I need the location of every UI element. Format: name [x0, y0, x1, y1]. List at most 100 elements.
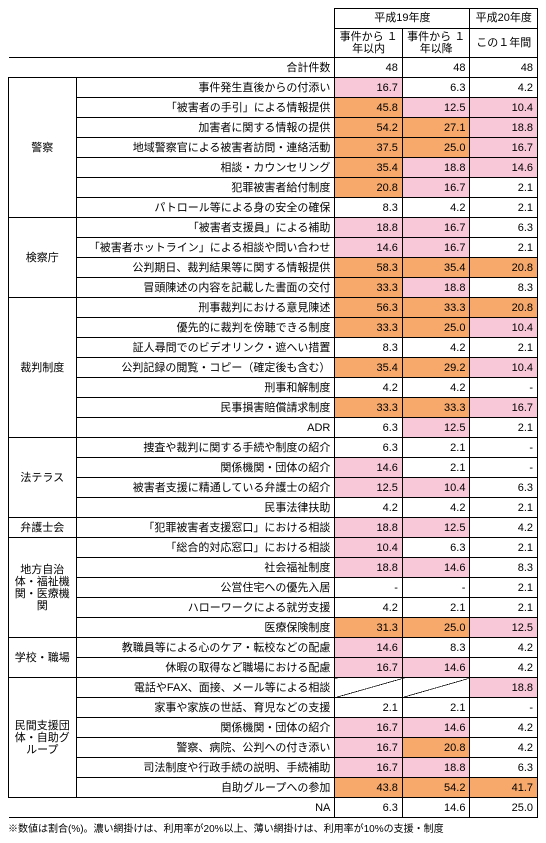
value-cell: 18.8 [402, 278, 470, 298]
table-row: 冒頭陳述の内容を記載した書面の交付33.318.88.3 [9, 278, 538, 298]
table-row: 「被害者の手引」による情報提供45.812.510.4 [9, 98, 538, 118]
row-label: 「総合的対応窓口」における相談 [76, 538, 335, 558]
value-cell: 4.2 [470, 738, 538, 758]
category-cell: 裁判制度 [9, 298, 77, 438]
table-row: ハローワークによる就労支援4.22.12.1 [9, 598, 538, 618]
value-cell: 2.1 [470, 198, 538, 218]
value-cell: 14.6 [335, 238, 403, 258]
value-cell: 16.7 [335, 658, 403, 678]
value-cell: 31.3 [335, 618, 403, 638]
value-cell: 2.1 [470, 418, 538, 438]
value-cell: 2.1 [470, 238, 538, 258]
value-cell: - [402, 578, 470, 598]
row-label: 優先的に裁判を傍聴できる制度 [76, 318, 335, 338]
row-label: 社会福祉制度 [76, 558, 335, 578]
value-cell: 6.3 [402, 538, 470, 558]
value-cell: 33.3 [402, 398, 470, 418]
value-cell: 6.3 [470, 478, 538, 498]
value-cell: 2.1 [470, 538, 538, 558]
value-cell: 6.3 [470, 218, 538, 238]
value-cell: 2.1 [470, 498, 538, 518]
category-cell: 学校・職場 [9, 638, 77, 678]
value-cell: 4.2 [335, 598, 403, 618]
value-cell: 20.8 [470, 258, 538, 278]
value-cell: 18.8 [470, 678, 538, 698]
value-cell: - [470, 378, 538, 398]
value-cell: 58.3 [335, 258, 403, 278]
value-cell: 25.0 [402, 618, 470, 638]
value-cell: 10.4 [470, 318, 538, 338]
table-row: 関係機関・団体の紹介16.714.64.2 [9, 718, 538, 738]
value-cell: 2.1 [402, 698, 470, 718]
row-label: 公判期日、裁判結果等に関する情報提供 [76, 258, 335, 278]
table-row: 公判記録の閲覧・コピー（確定後も含む）35.429.210.4 [9, 358, 538, 378]
value-cell: 6.3 [335, 438, 403, 458]
value-cell: 27.1 [402, 118, 470, 138]
value-cell: 14.6 [402, 558, 470, 578]
value-cell: 35.4 [335, 158, 403, 178]
value-cell: 16.7 [335, 758, 403, 778]
total-v2: 48 [402, 58, 470, 78]
row-label: 刑事裁判における意見陳述 [76, 298, 335, 318]
total-label: 合計件数 [9, 58, 335, 78]
value-cell: 12.5 [402, 98, 470, 118]
value-cell: 45.8 [335, 98, 403, 118]
table-row: パトロール等による身の安全の確保8.34.22.1 [9, 198, 538, 218]
table-row: 地方自治体・福祉機関・医療機関「総合的対応窓口」における相談10.46.32.1 [9, 538, 538, 558]
value-cell: 8.3 [470, 278, 538, 298]
value-cell: 6.3 [402, 78, 470, 98]
value-cell: 8.3 [335, 198, 403, 218]
value-cell: 2.1 [402, 598, 470, 618]
row-label: 医療保険制度 [76, 618, 335, 638]
value-cell: 18.8 [402, 758, 470, 778]
value-cell: 10.4 [470, 98, 538, 118]
row-label: 休暇の取得など職場における配慮 [76, 658, 335, 678]
row-label: 関係機関・団体の紹介 [76, 458, 335, 478]
value-cell: 4.2 [402, 198, 470, 218]
footnote: ※数値は割合(%)。濃い網掛けは、利用率が20%以上、薄い網掛けは、利用率が10… [8, 820, 538, 835]
table-header: 平成19年度 平成20年度 事件から １年以内 事件から １年以降 この１年間 … [9, 9, 538, 78]
value-cell: 56.3 [335, 298, 403, 318]
value-cell: 4.2 [335, 378, 403, 398]
table-row: 加害者に関する情報の提供54.227.118.8 [9, 118, 538, 138]
value-cell: 10.4 [470, 358, 538, 378]
row-label: 関係機関・団体の紹介 [76, 718, 335, 738]
row-label: 「被害者支援員」による補助 [76, 218, 335, 238]
value-cell: 14.6 [402, 658, 470, 678]
value-cell: 33.3 [402, 298, 470, 318]
table-row: ADR6.312.52.1 [9, 418, 538, 438]
value-cell: 37.5 [335, 138, 403, 158]
value-cell: 6.3 [470, 758, 538, 778]
table-row: 検察庁「被害者支援員」による補助18.816.76.3 [9, 218, 538, 238]
value-cell: 4.2 [470, 638, 538, 658]
row-label: 事件発生直後からの付添い [76, 78, 335, 98]
table-row: 刑事和解制度4.24.2- [9, 378, 538, 398]
value-cell: 25.0 [470, 798, 538, 818]
value-cell: 16.7 [335, 78, 403, 98]
row-label: 冒頭陳述の内容を記載した書面の交付 [76, 278, 335, 298]
value-cell: 2.1 [402, 458, 470, 478]
table-row: 公営住宅への優先入居--2.1 [9, 578, 538, 598]
row-label: 地域警察官による被害者訪問・連絡活動 [76, 138, 335, 158]
table-row: 民事損害賠償請求制度33.333.316.7 [9, 398, 538, 418]
value-cell: 6.3 [335, 798, 403, 818]
table-row: 家事や家族の世話、育児などの支援2.12.1- [9, 698, 538, 718]
table-row: 被害者支援に精通している弁護士の紹介12.510.46.3 [9, 478, 538, 498]
value-cell: 35.4 [402, 258, 470, 278]
header-h20: 平成20年度 [470, 9, 538, 29]
table-body: 警察事件発生直後からの付添い16.76.34.2「被害者の手引」による情報提供4… [9, 78, 538, 818]
value-cell: 18.8 [335, 218, 403, 238]
row-label: 捜査や裁判に関する手続や制度の紹介 [76, 438, 335, 458]
value-cell: 16.7 [470, 138, 538, 158]
value-cell: 10.4 [335, 538, 403, 558]
value-cell: 16.7 [402, 178, 470, 198]
total-v3: 48 [470, 58, 538, 78]
value-cell: 33.3 [335, 278, 403, 298]
value-cell: 10.4 [402, 478, 470, 498]
category-cell: 弁護士会 [9, 518, 77, 538]
value-cell: 35.4 [335, 358, 403, 378]
table-row: 司法制度や行政手続の説明、手続補助16.718.86.3 [9, 758, 538, 778]
value-cell: 4.2 [335, 498, 403, 518]
value-cell: 4.2 [470, 718, 538, 738]
value-cell: 16.7 [470, 398, 538, 418]
